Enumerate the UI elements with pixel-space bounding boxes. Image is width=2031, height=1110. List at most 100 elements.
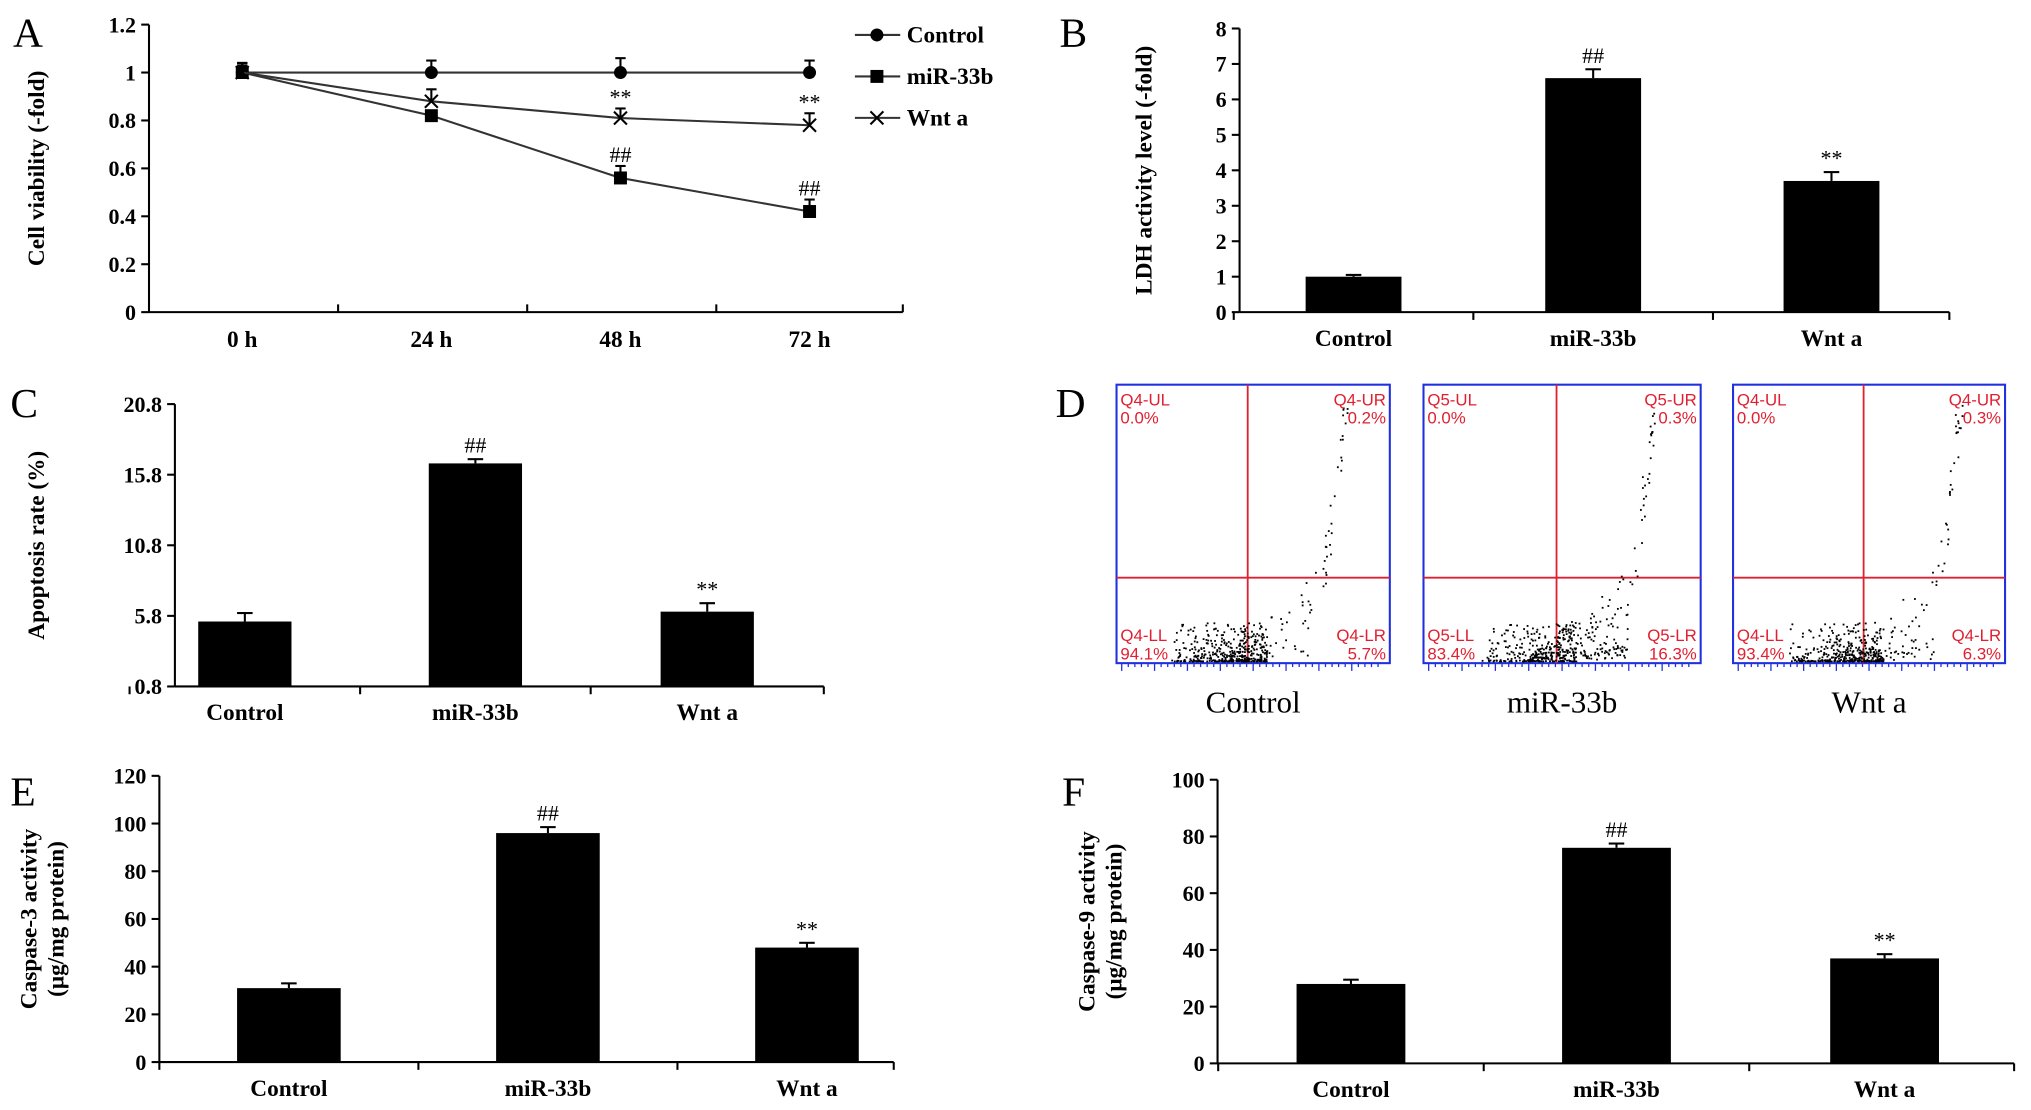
scatter-dot (1239, 639, 1242, 642)
y-tick-label: 20 (124, 1002, 146, 1027)
scatter-dot (1808, 629, 1811, 632)
y-tick-label: 40 (124, 954, 146, 979)
scatter-dot (1929, 658, 1932, 660)
bar-wnt-a (1783, 180, 1880, 313)
scatter-dot (1557, 624, 1560, 627)
scatter-dot (1613, 648, 1616, 651)
scatter-dot (1239, 655, 1241, 658)
scatter-dot (1550, 647, 1552, 650)
scatter-dot (1847, 629, 1850, 632)
scatter-dot (1519, 646, 1521, 649)
scatter-dot (1524, 660, 1526, 663)
scatter-dot (1534, 656, 1536, 659)
scatter-dot (1251, 652, 1253, 655)
scatter-dot (1210, 660, 1213, 663)
scatter-dot (1570, 632, 1572, 635)
scatter-dot (1231, 655, 1234, 658)
scatter-dot (1558, 653, 1561, 656)
scatter-dot (1817, 659, 1820, 662)
scatter-dot (1189, 628, 1192, 631)
marker-circle (613, 66, 627, 80)
scatter-dot (1550, 656, 1553, 659)
scatter-dot (1261, 638, 1264, 641)
scatter-dot (1809, 630, 1812, 633)
scatter-dot (1201, 653, 1204, 655)
scatter-dot (1247, 636, 1250, 638)
scatter-dot (1515, 660, 1518, 663)
scatter-dot (1196, 641, 1199, 644)
scatter-dot (1621, 651, 1624, 653)
scatter-dot (1244, 628, 1246, 631)
scatter-dot (1498, 660, 1501, 663)
scatter-dot (1848, 660, 1851, 663)
scatter-dot (1893, 651, 1896, 654)
scatter-dot (1531, 659, 1533, 662)
scatter-dot (1827, 654, 1830, 656)
scatter-dot (1562, 659, 1564, 662)
scatter-dot (1858, 636, 1861, 639)
scatter-dot (1562, 634, 1565, 637)
scatter-dot (1620, 575, 1623, 578)
scatter-dot (1590, 654, 1592, 657)
scatter-dot (1868, 647, 1871, 650)
y-tick-label: 10.8 (123, 533, 162, 558)
y-tick-label: 5.8 (134, 604, 162, 629)
x-category-label: 72 h (789, 327, 831, 353)
y-tick-label: 7 (1216, 52, 1227, 77)
scatter-dot (1559, 651, 1562, 653)
scatter-dot (1850, 642, 1853, 645)
scatter-dot (1193, 626, 1196, 629)
scatter-dot (1805, 648, 1808, 651)
scatter-dot (1507, 629, 1509, 632)
scatter-dot (1579, 651, 1582, 654)
scatter-dot (1858, 658, 1861, 661)
scatter-dot (1228, 659, 1231, 662)
scatter-dot (1569, 628, 1572, 631)
scatter-dot (1243, 659, 1246, 662)
scatter-dot (1246, 632, 1249, 635)
scatter-dot (1565, 625, 1568, 628)
scatter-dot (1568, 631, 1571, 634)
scatter-dot (1525, 660, 1528, 663)
scatter-dot (1242, 631, 1245, 633)
scatter-dot (1193, 660, 1196, 662)
scatter-dot (1252, 657, 1255, 660)
scatter-dot (1265, 628, 1267, 631)
scatter-dot (1492, 630, 1495, 633)
scatter-dot (1246, 658, 1249, 661)
scatter-dot (1221, 657, 1224, 660)
scatter-dot (1616, 654, 1619, 657)
scatter-dot (1243, 655, 1245, 658)
scatter-dot (1633, 547, 1636, 550)
scatter-dot (1836, 660, 1839, 663)
scatter-dot (1850, 644, 1853, 647)
scatter-dot (1269, 644, 1272, 647)
scatter-dot (1222, 651, 1225, 654)
scatter-dot (1529, 642, 1532, 645)
bar-mir-33b (1562, 847, 1671, 1064)
scatter-dot (1562, 654, 1565, 657)
scatter-dot (1852, 627, 1855, 630)
y-tick-label: 6 (1216, 87, 1227, 112)
panel-label: F (1062, 769, 1085, 815)
scatter-dot (1882, 628, 1885, 631)
scatter-dot (1596, 626, 1599, 629)
scatter-dot (1958, 427, 1961, 429)
y-tick-label: 15.8 (123, 462, 162, 487)
scatter-dot (1183, 658, 1186, 661)
scatter-dot (1570, 631, 1573, 634)
scatter-dot (1594, 651, 1597, 654)
scatter-dot (1866, 658, 1869, 661)
scatter-dot (1206, 629, 1209, 632)
y-tick-label: 20.8 (123, 392, 162, 417)
scatter-dot (1256, 660, 1259, 663)
y-tick-label: 0.6 (109, 156, 137, 181)
scatter-dot (1199, 657, 1202, 659)
scatter-dot (1259, 660, 1261, 663)
scatter-dot (1243, 648, 1246, 651)
scatter-dot (1891, 630, 1894, 633)
scatter-dot (1833, 623, 1836, 626)
scatter-dot (1601, 650, 1604, 653)
scatter-dot (1843, 659, 1846, 662)
scatter-dot (1893, 626, 1896, 629)
